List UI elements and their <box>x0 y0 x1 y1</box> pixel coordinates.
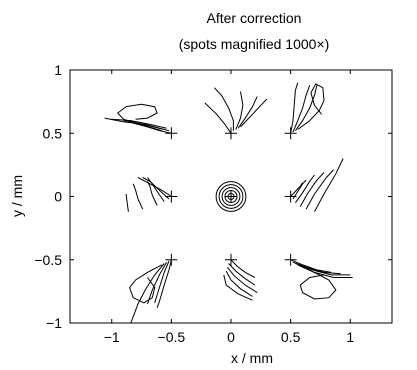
spot-trace <box>104 117 165 130</box>
y-tick-label: 0 <box>54 189 62 205</box>
spot-trace <box>290 182 304 197</box>
y-axis-label: y / mm <box>9 175 25 217</box>
spot-trace <box>290 82 299 134</box>
spot-top-center <box>204 87 268 134</box>
y-tick-label: −0.5 <box>34 252 62 268</box>
spot-trace <box>154 260 170 303</box>
spot-top-right <box>290 82 325 134</box>
spot-trace <box>133 122 172 134</box>
spot-trace <box>130 263 165 324</box>
spot-trace <box>230 259 256 278</box>
plot-layer <box>104 82 353 324</box>
axes-layer: −1 −0.5 0 0.5 1 −1 −0.5 0 0.5 1 <box>34 62 393 345</box>
spot-middle-left <box>125 177 172 212</box>
spot-trace <box>294 85 318 131</box>
spot-trace <box>116 103 162 132</box>
x-tick-label: 0.5 <box>281 329 301 345</box>
spot-trace <box>299 265 337 300</box>
spot-trace <box>235 91 244 130</box>
spot-trace <box>213 87 234 131</box>
spot-trace <box>295 263 351 276</box>
x-tick-label: −1 <box>104 329 120 345</box>
spot-trace <box>294 174 315 204</box>
spot-trace <box>111 118 167 129</box>
spot-trace <box>225 270 253 297</box>
spot-middle-right <box>290 158 344 212</box>
spot-trace <box>147 262 168 305</box>
spot-trace <box>297 83 325 130</box>
spot-trace <box>156 259 172 308</box>
spot-trace <box>292 179 307 200</box>
spot-trace <box>142 177 170 200</box>
spot-trace <box>204 102 232 134</box>
center-spot-ring <box>215 181 247 212</box>
spot-trace <box>290 259 332 273</box>
spot-trace <box>147 181 158 206</box>
x-tick-label: 1 <box>346 329 354 345</box>
spot-trace <box>237 96 258 129</box>
spot-trace <box>299 172 325 207</box>
spot-trace <box>227 266 258 294</box>
spot-trace <box>305 169 334 210</box>
y-tick-label: 1 <box>54 62 62 78</box>
x-tick-label: −0.5 <box>158 329 186 345</box>
spot-trace <box>129 264 163 304</box>
spot-top-left <box>104 103 172 134</box>
spot-trace <box>132 183 144 210</box>
y-tick-label: 0.5 <box>43 125 63 141</box>
spot-trace <box>223 274 253 301</box>
chart-title: After correction <box>207 10 302 26</box>
spot-trace <box>292 85 311 133</box>
y-tick-label: −1 <box>46 315 62 331</box>
spot-trace <box>228 263 256 286</box>
center-spot-ring <box>218 184 244 209</box>
spot-trace <box>125 193 129 212</box>
x-axis-label: x / mm <box>231 350 273 366</box>
spot-trace <box>314 158 344 212</box>
chart-subtitle: (spots magnified 1000×) <box>179 36 330 52</box>
spot-bottom-left <box>129 259 172 324</box>
spot-bottom-center <box>223 259 258 301</box>
x-tick-label: 0 <box>227 329 235 345</box>
center-spot-ring <box>221 187 241 206</box>
spot-bottom-right <box>290 259 353 300</box>
spot-trace <box>147 177 165 202</box>
spot-trace <box>240 98 268 128</box>
